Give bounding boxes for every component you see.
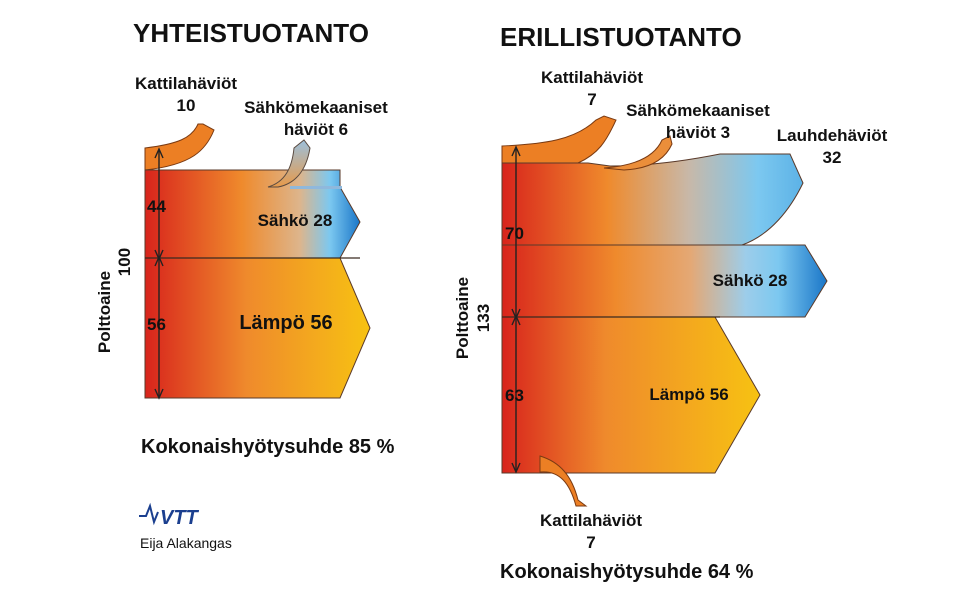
right-condenser-loss-label: Lauhdehäviöt [777, 126, 888, 145]
left-efficiency: Kokonaishyötysuhde 85 % [141, 436, 395, 458]
left-elec-top-edge [290, 186, 342, 189]
vtt-logo-text: VTT [160, 507, 200, 529]
left-elmech-loss-flow [267, 139, 311, 188]
left-fuel-value: 100 [115, 248, 134, 276]
right-condenser-loss-value: 32 [823, 148, 842, 167]
right-elmech-loss-line1: Sähkömekaaniset [626, 101, 770, 120]
left-boiler-loss-value: 10 [177, 96, 196, 115]
right-bottom-boiler-loss-value: 7 [586, 533, 595, 552]
right-dimension-arrowheads [511, 145, 521, 474]
right-fuel-label: Polttoaine [453, 277, 472, 359]
left-fuel-label: Polttoaine [95, 271, 114, 353]
right-split-upper: 70 [505, 224, 524, 243]
right-electricity-label: Sähkö 28 [713, 271, 788, 290]
right-electricity-flow [501, 244, 828, 318]
left-title: YHTEISTUOTANTO [133, 18, 369, 48]
left-elmech-loss-line1: Sähkömekaaniset [244, 98, 388, 117]
left-elmech-loss-line2: häviöt 6 [284, 120, 348, 139]
right-title: ERILLISTUOTANTO [500, 22, 742, 52]
left-split-upper: 44 [147, 197, 166, 216]
right-fuel-value: 133 [474, 304, 493, 332]
left-heat-label: Lämpö 56 [239, 312, 332, 334]
right-split-lower: 63 [505, 386, 524, 405]
right-boiler-loss-flow [501, 115, 617, 164]
left-dimension-arrowheads [154, 147, 164, 400]
left-split-lower: 56 [147, 315, 166, 334]
left-electricity-label: Sähkö 28 [258, 211, 333, 230]
vtt-logo: VTT [139, 502, 200, 529]
left-boiler-loss-flow [144, 123, 215, 171]
right-elmech-loss-line2: häviöt 3 [666, 123, 730, 142]
right-boiler-loss-value: 7 [587, 90, 596, 109]
right-elmech-loss-flow [603, 135, 673, 171]
right-condenser-loss-flow [501, 153, 804, 246]
right-efficiency: Kokonaishyötysuhde 64 % [500, 561, 754, 583]
right-boiler-loss-label: Kattilahäviöt [541, 68, 643, 87]
right-bottom-boiler-loss-flow [539, 455, 588, 507]
left-boiler-loss-label: Kattilahäviöt [135, 74, 237, 93]
right-bottom-boiler-loss-label: Kattilahäviöt [540, 511, 642, 530]
right-heat-label: Lämpö 56 [649, 385, 728, 404]
author-name: Eija Alakangas [140, 535, 232, 551]
